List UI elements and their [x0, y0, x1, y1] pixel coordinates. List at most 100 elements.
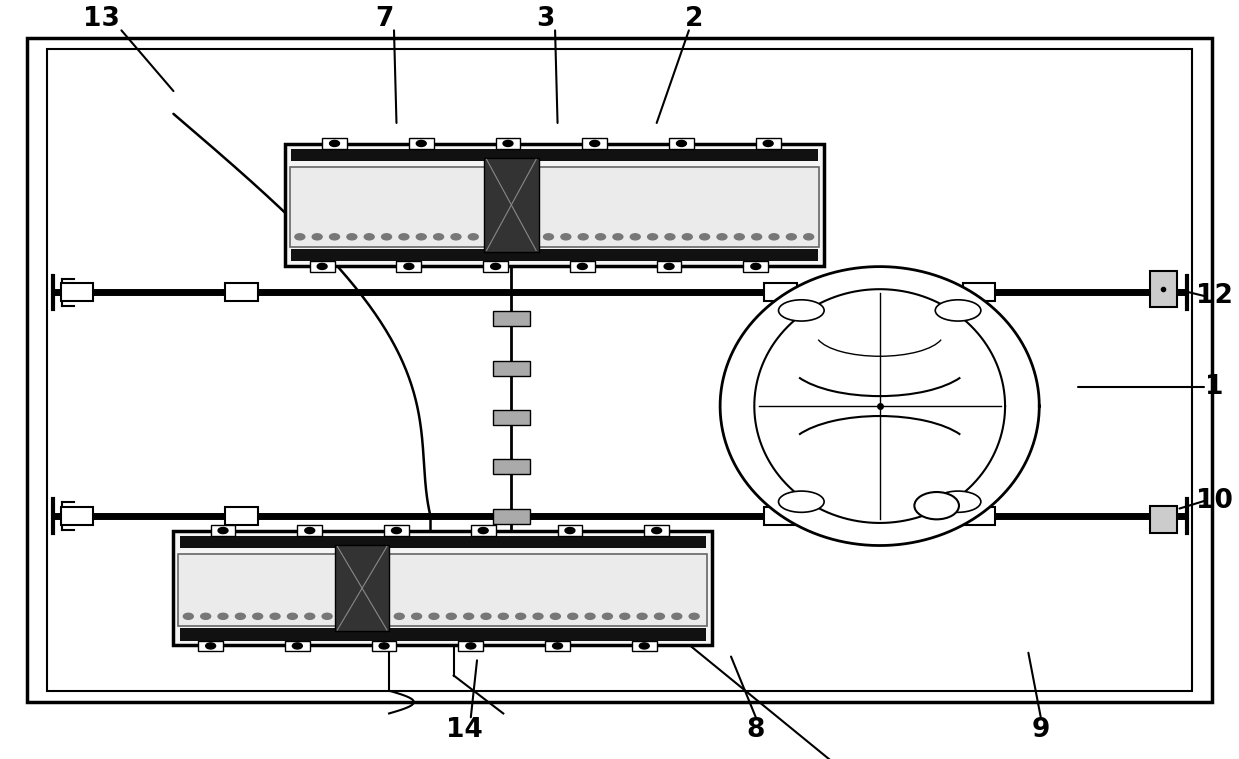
Circle shape: [411, 613, 421, 619]
Circle shape: [218, 528, 228, 534]
Circle shape: [763, 140, 773, 146]
Circle shape: [206, 643, 216, 649]
Bar: [764, 507, 797, 525]
Bar: [173, 531, 712, 645]
Bar: [484, 158, 539, 252]
Bar: [743, 261, 768, 272]
Circle shape: [377, 613, 387, 619]
Circle shape: [672, 613, 681, 619]
Circle shape: [416, 140, 426, 146]
Circle shape: [429, 613, 439, 619]
Bar: [290, 167, 507, 247]
Circle shape: [700, 234, 710, 240]
Circle shape: [637, 613, 647, 619]
Circle shape: [317, 263, 327, 269]
Circle shape: [652, 528, 662, 534]
Circle shape: [287, 613, 297, 619]
Bar: [1150, 271, 1177, 307]
Circle shape: [683, 234, 693, 240]
Bar: [310, 261, 335, 272]
Bar: [180, 628, 706, 641]
Circle shape: [312, 234, 322, 240]
Circle shape: [330, 234, 339, 240]
Bar: [291, 249, 818, 261]
Circle shape: [295, 234, 305, 240]
Circle shape: [544, 234, 554, 240]
Circle shape: [292, 643, 302, 649]
Bar: [764, 283, 797, 301]
Bar: [483, 261, 508, 272]
Circle shape: [305, 613, 315, 619]
Circle shape: [631, 234, 641, 240]
Bar: [493, 459, 530, 474]
Circle shape: [201, 613, 211, 619]
Circle shape: [567, 613, 577, 619]
Ellipse shape: [778, 491, 824, 512]
Circle shape: [491, 263, 501, 269]
Circle shape: [769, 234, 779, 240]
Bar: [657, 261, 681, 272]
Circle shape: [550, 613, 560, 619]
Circle shape: [533, 613, 543, 619]
Circle shape: [804, 234, 814, 240]
Bar: [493, 311, 530, 326]
Text: 3: 3: [536, 6, 554, 32]
Circle shape: [648, 234, 658, 240]
Circle shape: [416, 234, 426, 240]
Circle shape: [253, 613, 263, 619]
Bar: [632, 641, 657, 651]
Bar: [545, 641, 570, 651]
Circle shape: [478, 528, 488, 534]
Circle shape: [620, 613, 629, 619]
Circle shape: [676, 140, 686, 146]
Circle shape: [735, 234, 745, 240]
Bar: [963, 507, 995, 525]
Circle shape: [579, 234, 589, 240]
Circle shape: [654, 613, 664, 619]
Circle shape: [787, 234, 797, 240]
Circle shape: [498, 613, 508, 619]
Bar: [669, 138, 694, 149]
Circle shape: [665, 234, 675, 240]
Text: 8: 8: [747, 717, 764, 743]
Bar: [963, 283, 995, 301]
Circle shape: [613, 234, 623, 240]
Bar: [178, 554, 357, 626]
Circle shape: [347, 234, 357, 240]
Bar: [322, 138, 347, 149]
Circle shape: [527, 234, 536, 240]
Circle shape: [466, 643, 476, 649]
Bar: [522, 167, 819, 247]
Circle shape: [481, 613, 491, 619]
Bar: [211, 525, 235, 536]
Circle shape: [463, 613, 473, 619]
Circle shape: [717, 234, 727, 240]
Ellipse shape: [778, 300, 824, 321]
Circle shape: [382, 234, 392, 240]
Bar: [225, 507, 258, 525]
Circle shape: [639, 643, 649, 649]
Circle shape: [486, 234, 496, 240]
Circle shape: [561, 234, 571, 240]
Circle shape: [379, 643, 389, 649]
Circle shape: [364, 234, 374, 240]
Circle shape: [330, 140, 339, 146]
Text: 7: 7: [375, 6, 393, 32]
Bar: [558, 525, 582, 536]
Bar: [582, 138, 607, 149]
Text: 13: 13: [83, 6, 120, 32]
Bar: [384, 525, 409, 536]
Bar: [396, 261, 421, 272]
Circle shape: [664, 263, 674, 269]
Circle shape: [585, 613, 595, 619]
Circle shape: [602, 613, 612, 619]
Bar: [644, 525, 669, 536]
Polygon shape: [720, 266, 1040, 546]
Circle shape: [468, 234, 478, 240]
Bar: [493, 410, 530, 425]
Circle shape: [399, 234, 409, 240]
Bar: [335, 545, 389, 631]
Circle shape: [394, 613, 404, 619]
Ellipse shape: [935, 491, 981, 512]
Circle shape: [590, 140, 600, 146]
